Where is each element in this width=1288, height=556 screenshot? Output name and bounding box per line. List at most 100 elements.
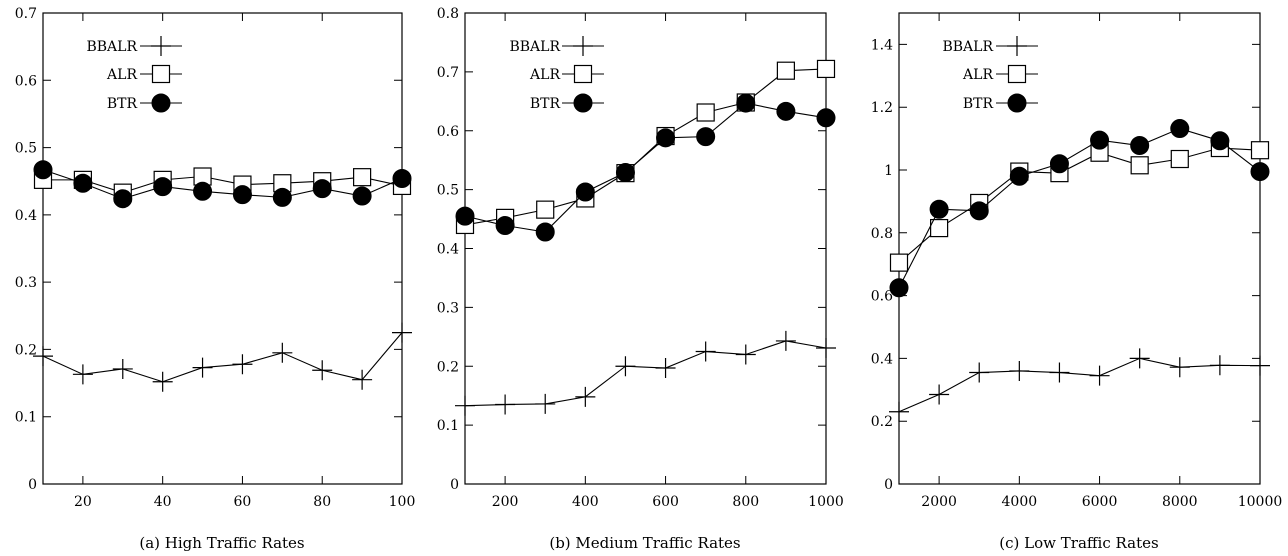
data-point [735,344,756,365]
data-point [352,186,372,206]
data-point [112,358,133,379]
data-point [455,206,475,226]
y-tick-label: 0.8 [437,6,459,22]
data-point [1210,131,1230,151]
data-point [969,201,989,221]
legend: BBALR ALR BTR [86,36,182,113]
y-tick-label: 0.4 [871,351,893,367]
data-point [1250,162,1270,182]
x-tick-label: 600 [652,494,679,510]
legend: BBALR ALR BTR [942,36,1038,113]
y-tick-label: 0.6 [437,124,459,140]
y-tick-label: 0.4 [15,208,37,224]
chart-panel-low-traffic: 0 0.2 0.4 0.6 0.8 1 1.2 1.4 2000 4000 6000 8000 1000… [871,12,1282,552]
legend-marker [573,64,593,84]
y-tick-label: 0.5 [437,183,459,199]
data-point [776,101,796,121]
data-point [1170,119,1190,139]
y-tick-label: 0.7 [15,6,37,22]
data-point [889,401,909,422]
data-point [72,364,93,385]
data-point [33,160,53,180]
data-point [113,189,133,209]
y-tick-label: 0 [884,477,893,493]
data-point [1049,154,1069,174]
data-point [656,128,676,148]
data-point [495,216,515,236]
panel-caption: (a) High Traffic Rates [139,534,304,552]
data-point [776,61,795,80]
x-tick-label: 8000 [1162,494,1198,510]
y-tick-label: 0.6 [871,289,893,305]
legend-marker [1007,36,1027,56]
series-line [43,175,403,194]
series-line [898,357,1261,413]
data-point [495,394,516,415]
data-point [312,360,333,381]
data-point [455,395,475,416]
x-tick-label: 1000 [808,494,844,510]
y-tick-label: 1.4 [871,37,893,53]
y-tick-label: 0 [28,477,37,493]
legend-label: ALR [529,67,560,83]
data-point [1129,348,1150,369]
data-point [930,218,949,238]
data-point [1049,362,1070,383]
data-point [1090,130,1110,150]
series-bbalr [889,348,1270,422]
panel-caption: (b) Medium Traffic Rates [549,534,740,552]
data-point [816,337,836,358]
data-point [153,177,173,197]
data-point [929,199,949,219]
data-point [33,346,53,367]
legend-label: BBALR [86,39,137,55]
x-tick-label: 400 [572,494,599,510]
legend-label: ALR [962,67,993,83]
series-line [464,340,827,407]
plot-frame [464,12,827,485]
data-point [392,322,412,343]
legend-marker [151,93,171,113]
data-point [575,386,596,407]
legend-label: ALR [106,67,137,83]
legend-marker [573,36,593,56]
series-line [42,169,403,200]
data-point [969,362,990,383]
data-point [272,342,293,363]
series-bbalr [33,322,412,392]
data-point [312,179,332,199]
data-point [1130,136,1150,156]
data-point [1209,355,1230,376]
data-point [193,181,213,201]
data-point [1130,156,1149,175]
x-tick-label: 40 [154,494,172,510]
y-tick-label: 0.7 [437,65,459,81]
legend-label: BBALR [509,39,560,55]
data-point [696,127,716,147]
x-tick-label: 20 [74,494,92,510]
plot-frame [42,12,403,485]
y-tick-label: 1 [884,163,893,179]
x-tick-label: 2000 [921,494,957,510]
x-tick-label: 80 [313,494,331,510]
data-point [929,384,950,405]
series-line [464,102,827,233]
legend: BBALR ALR BTR [509,36,604,113]
data-point [192,357,213,378]
data-point [352,369,373,390]
series-btr [889,119,1270,298]
y-tick-label: 0.5 [15,141,37,157]
panel-caption: (c) Low Traffic Rates [999,534,1158,552]
data-point [696,103,715,122]
legend-label: BTR [530,96,561,112]
data-point [615,163,635,183]
y-tick-label: 0.2 [15,342,37,358]
data-point [575,182,595,202]
legend-label: BTR [107,96,138,112]
data-point [889,278,909,298]
y-tick-label: 0.1 [15,410,37,426]
data-point [1170,149,1189,169]
x-tick-label: 4000 [1002,494,1038,510]
data-point [1250,355,1270,376]
